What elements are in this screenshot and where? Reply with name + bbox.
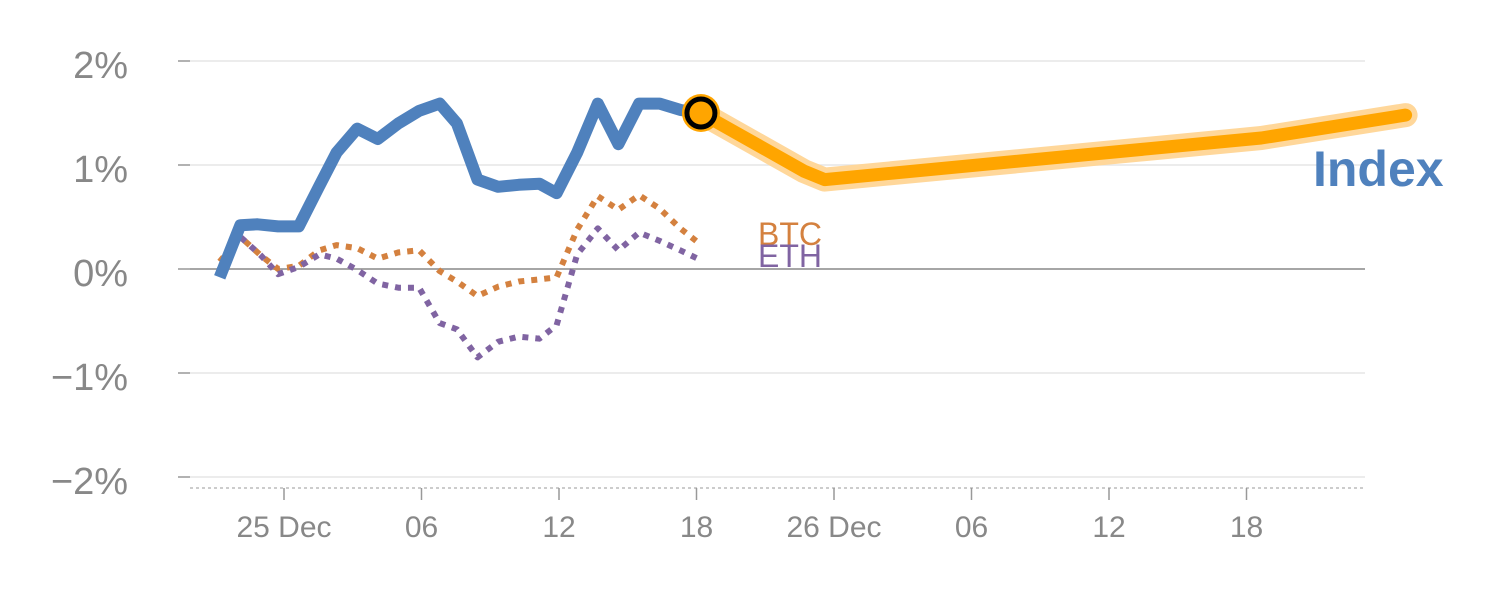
x-tick-label: 12 xyxy=(1092,511,1125,544)
y-tick-label: −2% xyxy=(51,461,128,503)
series-line-eth xyxy=(217,225,699,361)
x-tick-label: 18 xyxy=(1230,511,1263,544)
series-lines xyxy=(214,97,702,361)
x-tick-label: 06 xyxy=(405,511,438,544)
btc-label: BTC xyxy=(758,216,822,252)
x-tick-label: 12 xyxy=(542,511,575,544)
forecast-line xyxy=(688,101,1418,192)
forecast-core xyxy=(694,106,1413,187)
eth-label: ETH xyxy=(758,238,822,274)
gridlines xyxy=(190,60,1365,478)
y-tick-label: −1% xyxy=(51,357,128,399)
x-tick-label: 18 xyxy=(680,511,713,544)
y-tick-label: 0% xyxy=(73,253,128,295)
x-tick-label: 26 Dec xyxy=(786,511,881,544)
y-tick-label: 2% xyxy=(73,45,128,87)
index-label: Index xyxy=(1313,141,1444,197)
x-axis: 25 Dec 06 12 18 26 Dec 06 12 18 xyxy=(190,487,1365,544)
y-axis: 2% 1% 0% −1% −2% xyxy=(51,45,190,503)
y-tick-label: 1% xyxy=(73,149,128,191)
current-point-marker[interactable] xyxy=(684,96,718,130)
series-line-index xyxy=(214,97,702,280)
x-tick-label: 06 xyxy=(955,511,988,544)
x-tick-label: 25 Dec xyxy=(236,511,331,544)
